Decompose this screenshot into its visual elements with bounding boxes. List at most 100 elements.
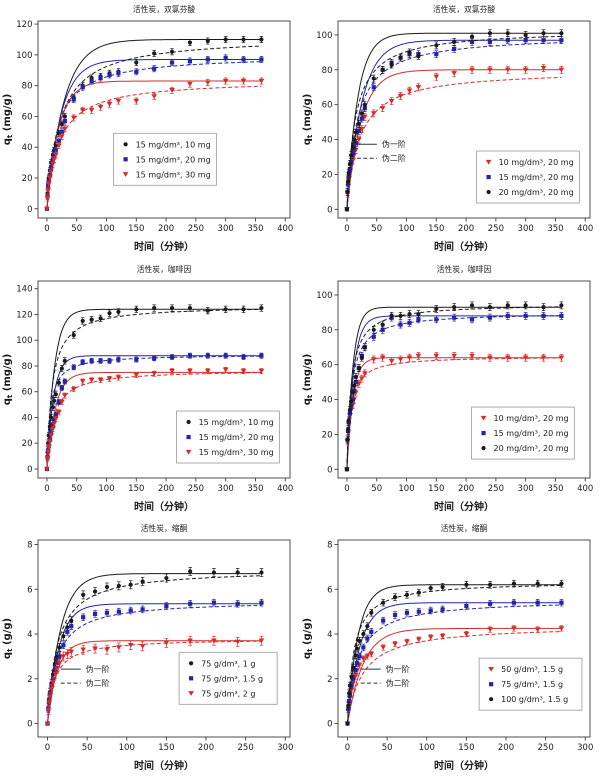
chart-middle-left: 0 50 100 150 200 250 300 350 400 0 20 40 60 80 100 120 1… xyxy=(0,260,300,520)
legend-label: 100 g/dm³, 1.5 g xyxy=(501,695,568,704)
svg-text:2: 2 xyxy=(327,675,332,685)
svg-text:350: 350 xyxy=(247,484,263,494)
svg-text:0: 0 xyxy=(327,720,332,730)
svg-text:200: 200 xyxy=(498,743,514,753)
svg-text:100: 100 xyxy=(419,743,435,753)
legend-label: 15 mg/dm³, 10 mg xyxy=(199,418,274,427)
x-axis-label: 时间（分钟） xyxy=(134,759,194,772)
svg-text:60: 60 xyxy=(322,360,333,370)
svg-text:100: 100 xyxy=(316,291,332,301)
svg-text:20: 20 xyxy=(322,430,333,440)
svg-text:40: 40 xyxy=(22,143,33,153)
legend: 15 mg/dm³, 10 mg 15 mg/dm³, 20 mg 15 mg/dm… xyxy=(176,410,280,464)
svg-text:2: 2 xyxy=(27,675,32,685)
chart-middle-right: 0 50 100 150 200 250 300 350 400 0 20 40 60 80 100 活性炭，… xyxy=(300,260,600,520)
svg-text:60: 60 xyxy=(22,112,33,122)
svg-text:250: 250 xyxy=(188,224,204,234)
svg-text:4: 4 xyxy=(327,630,332,640)
svg-text:20: 20 xyxy=(322,170,333,180)
chart-title: 活性炭，双氯芬酸 xyxy=(133,4,196,14)
data-points-series-2 xyxy=(44,636,265,727)
svg-text:150: 150 xyxy=(158,743,174,753)
chart-title: 活性炭，双氯芬酸 xyxy=(433,4,496,14)
legend-label: 15 mg/dm³, 20 mg xyxy=(136,155,211,164)
svg-text:150: 150 xyxy=(128,224,144,234)
y-axis-label: qt (mg/g) xyxy=(302,94,314,146)
x-axis-label: 时间（分钟） xyxy=(434,759,494,772)
svg-text:300: 300 xyxy=(277,743,293,753)
svg-text:40: 40 xyxy=(22,413,33,423)
svg-text:50: 50 xyxy=(82,743,93,753)
y-axis-label: qt (mg/g) xyxy=(2,94,14,146)
svg-text:0: 0 xyxy=(44,224,49,234)
svg-text:300: 300 xyxy=(577,743,593,753)
fit-curves-series-1 xyxy=(47,603,262,724)
fit-curves-series-0 xyxy=(347,628,562,724)
svg-text:200: 200 xyxy=(458,224,474,234)
svg-text:60: 60 xyxy=(22,387,33,397)
svg-text:4: 4 xyxy=(27,630,32,640)
legend-label: 15 mg/dm³, 20 mg xyxy=(499,173,574,182)
axes: 0 50 100 150 200 250 300 350 400 0 20 40 60 80 100 活性炭，… xyxy=(302,264,593,513)
fit-curves-series-1 xyxy=(347,602,562,724)
svg-text:100: 100 xyxy=(16,51,32,61)
legend-label: 20 mg/dm³, 20 mg xyxy=(499,188,574,197)
x-axis-label: 时间（分钟） xyxy=(434,240,494,253)
svg-text:300: 300 xyxy=(518,224,534,234)
legend-label: 15 mg/dm³, 20 mg xyxy=(494,429,569,438)
svg-text:100: 100 xyxy=(398,484,414,494)
pfo-label: 伪一阶 xyxy=(386,664,410,674)
pfo-label: 伪一阶 xyxy=(86,664,110,674)
svg-text:400: 400 xyxy=(277,224,293,234)
svg-text:50: 50 xyxy=(71,484,82,494)
svg-text:50: 50 xyxy=(382,743,393,753)
svg-text:40: 40 xyxy=(322,136,333,146)
axes: 0 50 100 150 200 250 300 350 400 0 20 40 60 80 100 活性炭，… xyxy=(302,4,593,253)
svg-text:0: 0 xyxy=(44,484,49,494)
x-axis-label: 时间（分钟） xyxy=(134,500,194,513)
svg-text:140: 140 xyxy=(16,284,32,294)
svg-text:150: 150 xyxy=(428,484,444,494)
svg-text:250: 250 xyxy=(188,484,204,494)
svg-text:120: 120 xyxy=(16,310,32,320)
svg-text:80: 80 xyxy=(322,66,333,76)
svg-text:0: 0 xyxy=(344,224,349,234)
svg-text:0: 0 xyxy=(327,465,332,475)
svg-text:0: 0 xyxy=(345,743,350,753)
legend: 15 mg/dm³, 10 mg 15 mg/dm³, 20 mg 15 mg/dm… xyxy=(113,132,217,186)
y-axis-label: qt (g/g) xyxy=(302,618,314,659)
legend-label: 15 mg/dm³, 30 mg xyxy=(199,448,274,457)
svg-text:8: 8 xyxy=(27,541,32,551)
legend-label: 15 mg/dm³, 20 mg xyxy=(199,433,274,442)
chart-svg-top-right: 0 50 100 150 200 250 300 350 400 0 20 40 60 80 100 活性炭，… xyxy=(302,4,593,253)
svg-text:100: 100 xyxy=(16,336,32,346)
chart-bottom-right: 0 50 100 150 200 250 300 0 2 4 6 8 活性炭，缩酮 时间（分钟） qt (g… xyxy=(300,519,600,779)
svg-text:150: 150 xyxy=(458,743,474,753)
chart-top-right: 0 50 100 150 200 250 300 350 400 0 20 40 60 80 100 活性炭，… xyxy=(300,0,600,260)
svg-text:200: 200 xyxy=(458,484,474,494)
svg-text:150: 150 xyxy=(128,484,144,494)
data-points-series-2 xyxy=(344,301,564,471)
legend-label: 75 g/dm³, 2 g xyxy=(201,689,255,698)
pso-label: 伪二阶 xyxy=(86,678,110,688)
chart-title: 活性炭，咖啡因 xyxy=(137,264,192,274)
svg-text:250: 250 xyxy=(238,743,254,753)
svg-text:300: 300 xyxy=(218,484,234,494)
legend-label: 10 mg/dm³, 20 mg xyxy=(494,414,569,423)
legend-label: 75 g/dm³, 1.5 g xyxy=(501,680,563,689)
svg-text:6: 6 xyxy=(27,585,32,595)
svg-text:0: 0 xyxy=(327,205,332,215)
svg-text:300: 300 xyxy=(518,484,534,494)
svg-text:100: 100 xyxy=(316,31,332,41)
data-points-series-2 xyxy=(344,29,564,212)
data-points-series-2 xyxy=(44,77,265,212)
chart-top-left: 0 50 100 150 200 250 300 350 400 0 20 40 60 80 100 120 活… xyxy=(0,0,300,260)
svg-text:300: 300 xyxy=(218,224,234,234)
svg-text:200: 200 xyxy=(158,484,174,494)
pfo-label: 伪一阶 xyxy=(382,139,406,149)
legend-label: 15 mg/dm³, 30 mg xyxy=(136,170,211,179)
